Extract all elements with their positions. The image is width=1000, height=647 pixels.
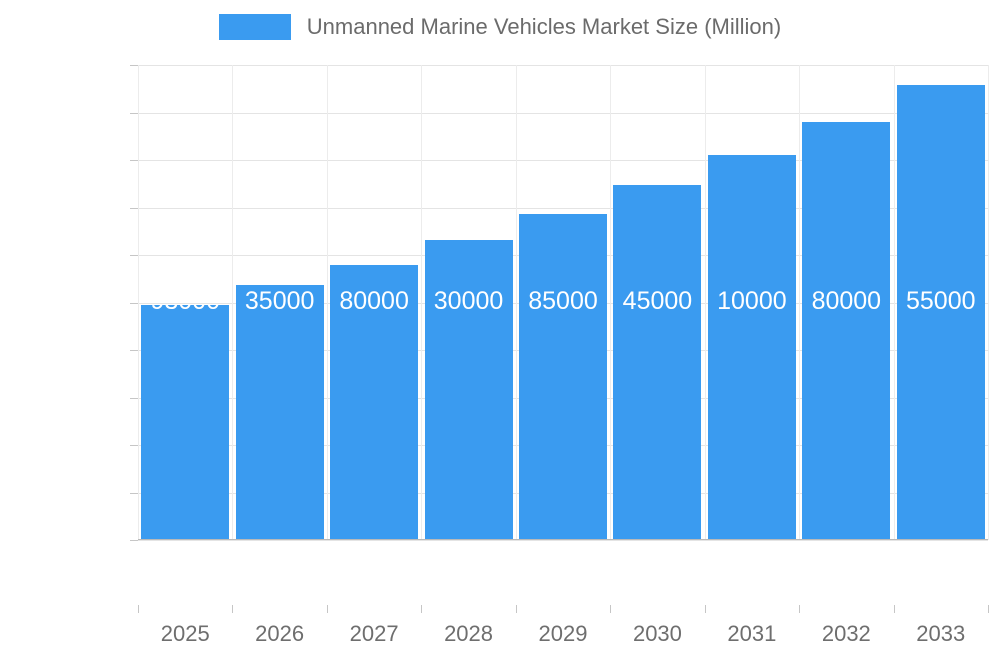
bar-value-label: 45000 — [622, 287, 693, 315]
x-tick-mark — [138, 605, 139, 613]
x-tick-label: 2032 — [821, 621, 871, 646]
x-tick-mark — [421, 605, 422, 613]
x-tick-label: 2030 — [632, 621, 682, 646]
x-tick-label: 2025 — [160, 621, 210, 646]
vertical-gridline — [988, 65, 989, 540]
x-tick-label: 2027 — [349, 621, 399, 646]
gridline — [138, 160, 988, 161]
vertical-gridline — [516, 65, 517, 540]
bar[interactable]: 45000 — [613, 185, 702, 540]
bar-value-label: 30000 — [433, 287, 504, 315]
legend-swatch-market-size[interactable] — [218, 14, 291, 40]
x-tick-mark — [705, 605, 706, 613]
gridline — [138, 112, 988, 114]
bar[interactable]: 35000 — [235, 284, 324, 540]
bar-chart: Unmanned Marine Vehicles Market Size (Mi… — [0, 14, 1000, 646]
vertical-gridline — [610, 65, 611, 540]
bar[interactable]: 93000 — [141, 304, 230, 540]
vertical-gridline — [799, 65, 800, 540]
bar-value-label: 55000 — [906, 287, 976, 315]
y-tick-mark — [130, 492, 138, 494]
bar[interactable]: 10000 — [707, 154, 796, 540]
vertical-gridline — [327, 65, 328, 540]
y-tick-mark — [130, 445, 138, 446]
x-tick-mark — [516, 605, 517, 613]
x-tick-label: 2033 — [916, 621, 966, 646]
vertical-gridline — [232, 65, 233, 540]
x-tick-label: 2026 — [255, 621, 305, 646]
chart-legend: Unmanned Marine Vehicles Market Size (Mi… — [0, 14, 1000, 40]
plot-area: 0100000020000003000000400000050000006000… — [130, 65, 989, 646]
y-tick-mark — [130, 65, 138, 66]
bar-value-label: 80000 — [811, 287, 882, 315]
x-tick-mark — [799, 605, 800, 613]
y-tick-mark — [130, 112, 138, 114]
x-tick-mark — [610, 605, 611, 613]
vertical-gridline — [894, 65, 895, 540]
bar[interactable]: 85000 — [519, 214, 607, 540]
bar-value-label: 10000 — [717, 287, 787, 315]
bar[interactable]: 80000 — [330, 264, 419, 540]
x-tick-mark — [894, 605, 895, 613]
bar[interactable]: 30000 — [424, 239, 513, 540]
bar-value-label: 93000 — [150, 305, 220, 314]
y-tick-mark — [130, 207, 138, 209]
vertical-gridline — [138, 65, 139, 540]
x-tick-label: 2031 — [727, 621, 777, 646]
bar[interactable]: 55000 — [896, 84, 985, 540]
y-tick-mark — [130, 350, 138, 351]
legend-label-market-size[interactable]: Unmanned Marine Vehicles Market Size (Mi… — [306, 14, 782, 39]
y-tick-mark — [130, 540, 138, 541]
x-tick-mark — [232, 605, 233, 613]
y-tick-mark — [130, 255, 138, 256]
y-tick-mark — [130, 302, 138, 304]
x-tick-label: 2028 — [444, 621, 494, 646]
x-tick-mark — [327, 605, 328, 613]
bar-value-label: 85000 — [528, 287, 598, 315]
x-tick-label: 2029 — [538, 621, 588, 646]
y-tick-mark — [130, 160, 138, 161]
vertical-gridline — [421, 65, 422, 540]
bar-value-label: 35000 — [244, 287, 315, 315]
gridline — [138, 207, 988, 209]
gridline — [138, 540, 988, 541]
x-axis-line — [138, 539, 988, 540]
y-tick-mark — [130, 397, 138, 399]
gridline — [138, 65, 988, 66]
bar-value-label: 80000 — [339, 287, 409, 315]
vertical-gridline — [705, 65, 706, 540]
x-tick-mark — [988, 605, 989, 613]
bar[interactable]: 80000 — [802, 122, 891, 540]
